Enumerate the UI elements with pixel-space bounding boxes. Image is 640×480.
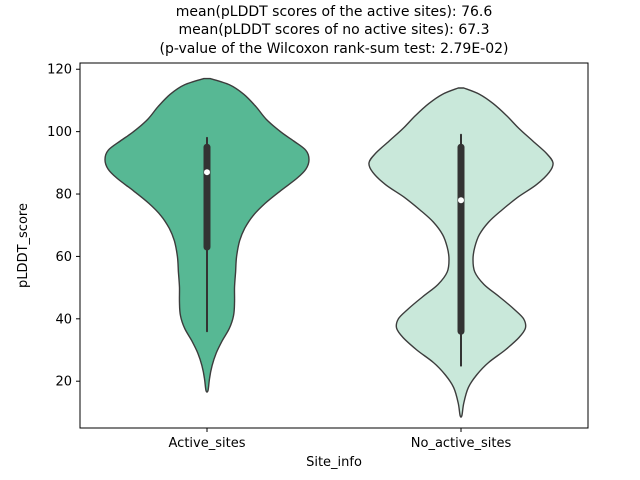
y-tick-label: 60 xyxy=(55,250,72,265)
y-tick-label: 80 xyxy=(55,188,72,203)
chart-title-line-1: mean(pLDDT scores of the active sites): … xyxy=(175,4,493,20)
x-axis-label: Site_info xyxy=(306,455,362,470)
median-dot-no_active_sites xyxy=(458,197,464,204)
y-axis-label: pLDDT_score xyxy=(16,203,31,288)
x-tick-label: Active_sites xyxy=(169,436,246,451)
axes-frame xyxy=(79,62,589,429)
y-tick-label: 40 xyxy=(55,312,72,327)
chart-title-line-3: (p-value of the Wilcoxon rank-sum test: … xyxy=(159,40,509,57)
chart-title: mean(pLDDT scores of the active sites): … xyxy=(80,3,588,58)
median-dot-active_sites xyxy=(204,169,210,176)
y-tick-label: 100 xyxy=(47,125,72,140)
x-tick-label: No_active_sites xyxy=(411,436,512,451)
chart-title-line-2: mean(pLDDT scores of no active sites): 6… xyxy=(178,22,490,39)
y-tick-label: 120 xyxy=(47,63,72,78)
y-tick-label: 20 xyxy=(55,375,72,390)
